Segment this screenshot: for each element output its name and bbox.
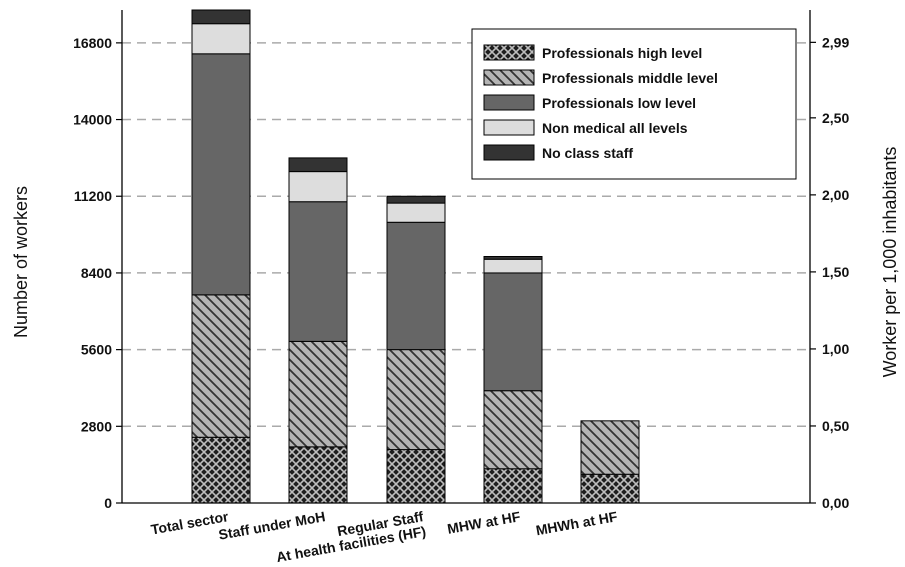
y2-tick-label: 2,00 (822, 187, 849, 203)
legend-label: Professionals high level (542, 45, 702, 61)
legend-swatch (483, 144, 535, 161)
y-tick-label: 16800 (73, 35, 112, 51)
y2-axis-title: Worker per 1,000 inhabitants (880, 147, 900, 378)
legend-swatch (483, 94, 535, 111)
bar-segment (191, 9, 251, 25)
bar-segment (386, 202, 446, 223)
y2-tick-label: 0,00 (822, 495, 849, 511)
bar-segment (386, 195, 446, 204)
legend-label: Non medical all levels (542, 120, 688, 136)
bar-segment (483, 258, 543, 274)
y2-tick-label: 2,50 (822, 110, 849, 126)
legend-swatch (483, 44, 535, 61)
legend-label: No class staff (542, 145, 633, 161)
y2-tick-label: 0,50 (822, 418, 849, 434)
bar-segment (191, 53, 251, 296)
bar-segment (483, 390, 543, 470)
bar-segment (191, 436, 251, 504)
y2-tick-label: 1,00 (822, 341, 849, 357)
legend-label: Professionals middle level (542, 70, 718, 86)
y-tick-label: 8400 (81, 265, 112, 281)
x-tick-label: Staff under MoH (217, 508, 326, 543)
y-tick-label: 2800 (81, 418, 112, 434)
y-axis-title: Number of workers (11, 186, 31, 338)
bars (191, 9, 640, 504)
legend-label: Professionals low level (542, 95, 696, 111)
bar-segment (288, 201, 348, 342)
bar-segment (580, 420, 640, 475)
legend: Professionals high level Professionals mi… (471, 28, 797, 180)
x-tick-label: MHW at HF (446, 508, 522, 537)
y-tick-label: 14000 (73, 112, 112, 128)
x-tick-label: MHWh at HF (535, 508, 619, 538)
bar-segment (580, 473, 640, 504)
bar-segment (288, 446, 348, 504)
legend-swatch (483, 69, 535, 86)
y-tick-label: 5600 (81, 342, 112, 358)
bar-segment (288, 340, 348, 448)
bar-segment (483, 468, 543, 504)
bar-segment (386, 349, 446, 451)
bar-segment (483, 272, 543, 392)
bar-segment (288, 171, 348, 203)
bar-segment (191, 23, 251, 55)
y2-tick-label: 2,99 (822, 34, 849, 50)
y-tick-label: 11200 (74, 188, 112, 204)
y2-tick-label: 1,50 (822, 264, 849, 280)
bar-segment (386, 221, 446, 351)
y-tick-label: 0 (104, 495, 112, 511)
legend-swatch (483, 119, 535, 136)
bar-segment (483, 256, 543, 260)
bar-segment (386, 449, 446, 504)
bar-segment (191, 294, 251, 438)
bar-segment (288, 157, 348, 173)
